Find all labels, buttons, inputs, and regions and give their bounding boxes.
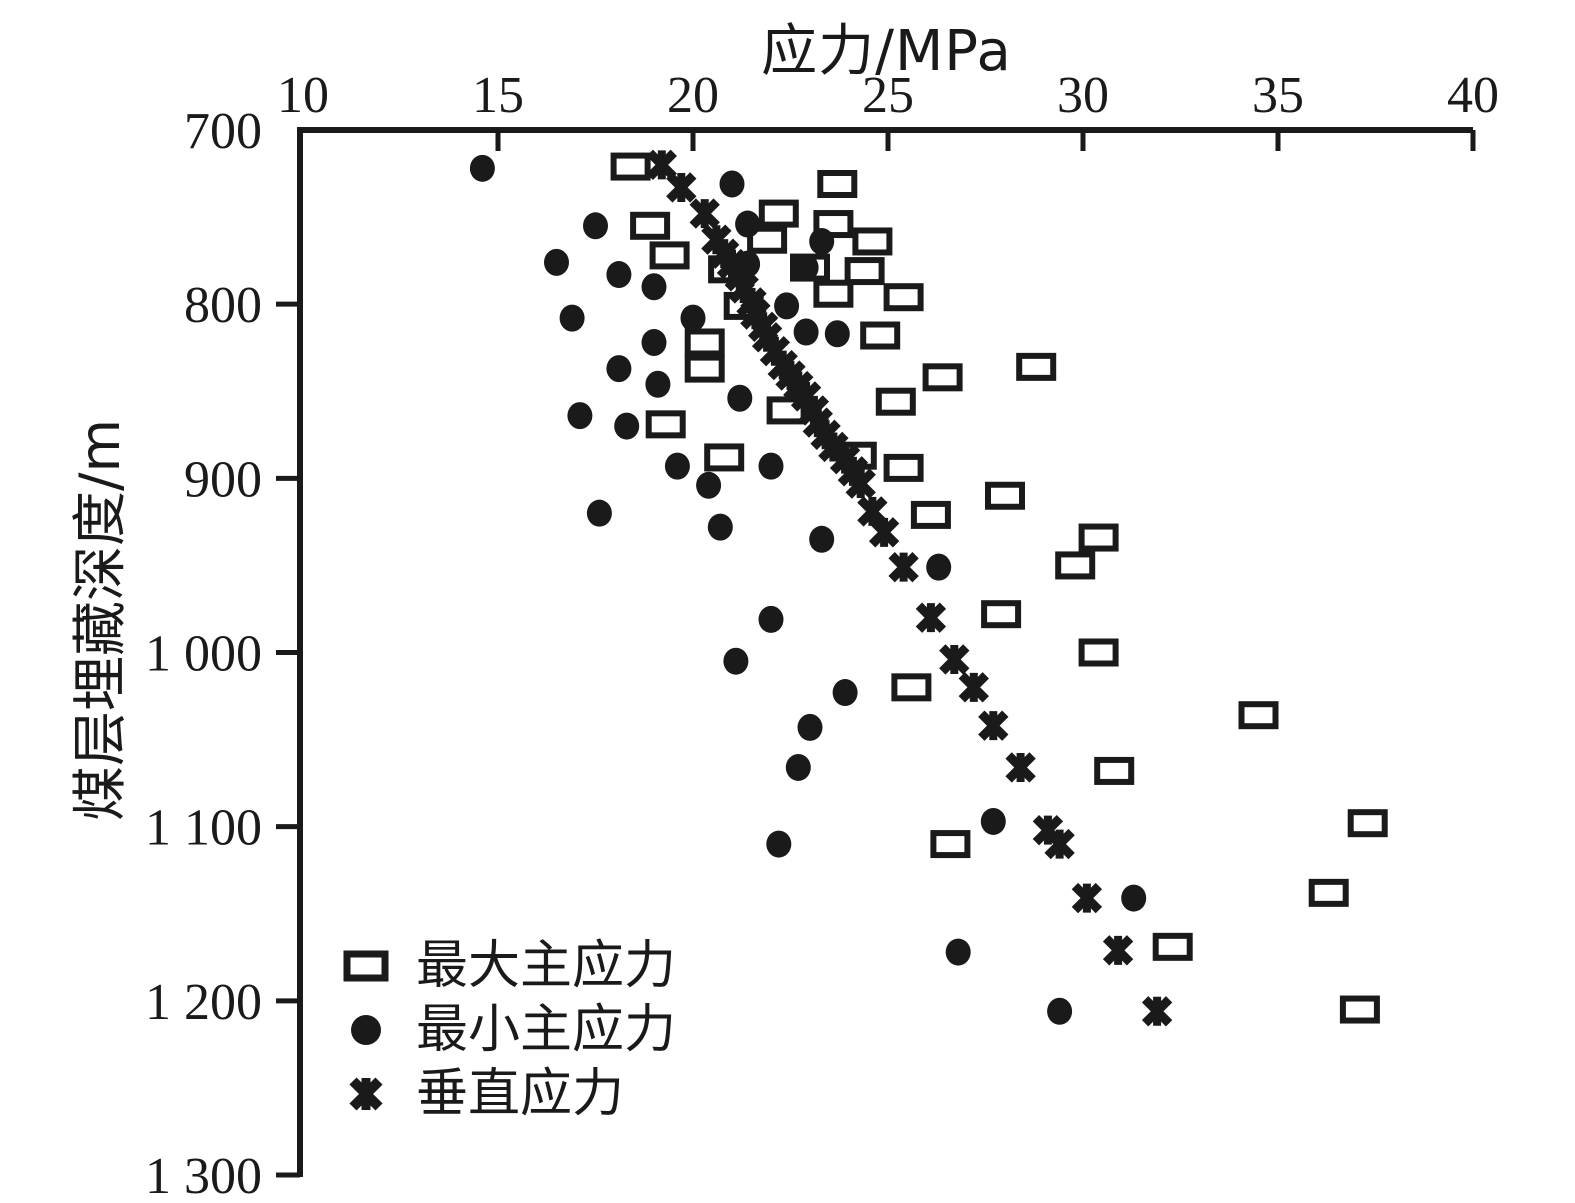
y-tick-label: 800 [184,277,262,334]
x-tick-label: 20 [667,67,719,124]
x-tick-label: 10 [277,67,329,124]
y-tick-label: 1 200 [145,974,262,1031]
x-axis: 10 15 20 25 30 35 40 [277,67,1499,151]
legend-label-vertical-stress: 垂直应力 [416,1063,625,1124]
legend-row-max-principal-stress: 最大主应力 [342,938,676,993]
y-tick-label: 1 300 [145,1148,262,1203]
asterisk-marker-icon [349,1076,383,1111]
y-tick-label: 900 [184,451,262,508]
y-axis: 700 800 900 1 000 1 100 1 200 1 300 [145,103,300,1203]
x-tick-label: 35 [1252,67,1304,124]
x-tick-label: 30 [1057,67,1109,124]
open-square-marker-icon [343,950,389,981]
legend-row-vertical-stress: 垂直应力 [342,1066,676,1121]
y-tick-label: 1 000 [145,626,262,683]
x-tick-label: 15 [472,67,524,124]
y-tick-label: 1 100 [145,800,262,857]
y-tick-label: 700 [184,103,262,160]
chart-title: 应力/MPa [761,19,1012,84]
series-filled-circle [469,154,1147,1025]
legend-label-min-principal-stress: 最小主应力 [416,999,677,1060]
legend-row-min-principal-stress: 最小主应力 [342,1002,676,1057]
series-asterisk [646,149,1173,1027]
x-tick-label: 40 [1447,67,1499,124]
filled-circle-marker-icon [351,1014,381,1045]
legend-label-max-principal-stress: 最大主应力 [416,935,677,996]
legend: 最大主应力 最小主应力 垂直应力 [342,938,676,1121]
x-tick-label: 25 [862,67,914,124]
